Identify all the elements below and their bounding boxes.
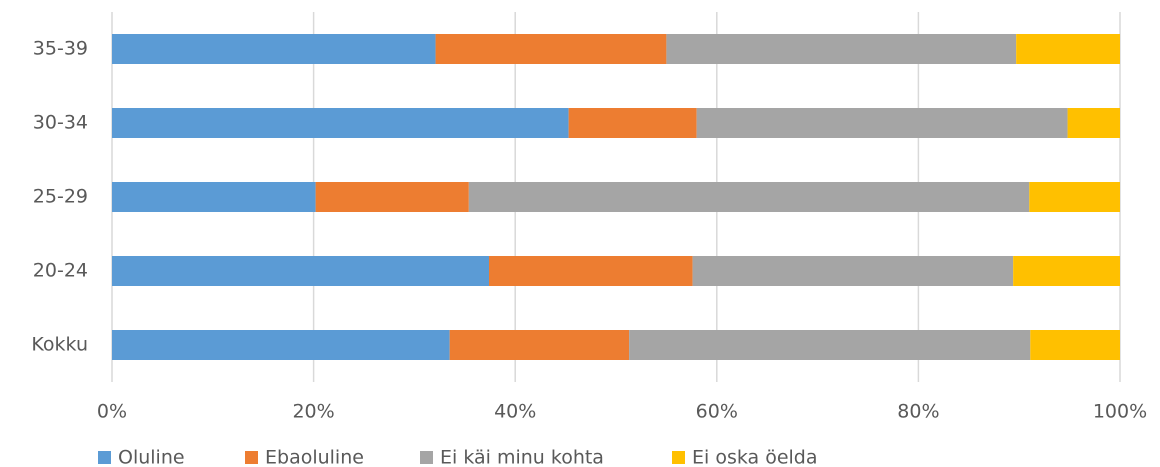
- y-tick-label: 35-39: [33, 38, 88, 60]
- bar-segment: [692, 256, 1014, 286]
- bar-segment: [435, 34, 667, 64]
- bar-segment: [112, 330, 450, 360]
- legend-swatch: [672, 451, 685, 464]
- bar-segment: [449, 330, 630, 360]
- legend-label: Ei oska öelda: [692, 447, 818, 467]
- legend-swatch: [420, 451, 433, 464]
- x-tick-label: 0%: [97, 401, 127, 423]
- bar-segment: [1013, 256, 1120, 286]
- bar-segment: [1067, 108, 1120, 138]
- bar-segment: [696, 108, 1068, 138]
- bar-segment: [1029, 182, 1120, 212]
- y-tick-label: 20-24: [33, 260, 88, 282]
- x-tick-label: 80%: [897, 401, 939, 423]
- legend-swatch: [245, 451, 258, 464]
- x-tick-label: 20%: [292, 401, 334, 423]
- bar-segment: [629, 330, 1031, 360]
- y-tick-label: 30-34: [33, 112, 88, 134]
- bar-segment: [112, 34, 436, 64]
- bar-segment: [315, 182, 469, 212]
- y-tick-label: 25-29: [33, 186, 88, 208]
- legend-label: Ei käi minu kohta: [440, 447, 604, 467]
- legend-swatch: [98, 451, 111, 464]
- bar-segment: [468, 182, 1030, 212]
- bar-segment: [666, 34, 1017, 64]
- y-tick-label: Kokku: [31, 334, 88, 356]
- legend-label: Ebaoluline: [265, 447, 364, 467]
- bar-segment: [112, 256, 489, 286]
- x-tick-label: 100%: [1093, 401, 1147, 423]
- bar-segment: [112, 108, 569, 138]
- bar-segment: [112, 182, 316, 212]
- bar-segment: [1030, 330, 1120, 360]
- x-tick-label: 40%: [494, 401, 536, 423]
- legend-label: Oluline: [118, 447, 185, 467]
- bar-segment: [488, 256, 693, 286]
- x-tick-label: 60%: [696, 401, 738, 423]
- bar-segment: [568, 108, 697, 138]
- bar-segment: [1016, 34, 1120, 64]
